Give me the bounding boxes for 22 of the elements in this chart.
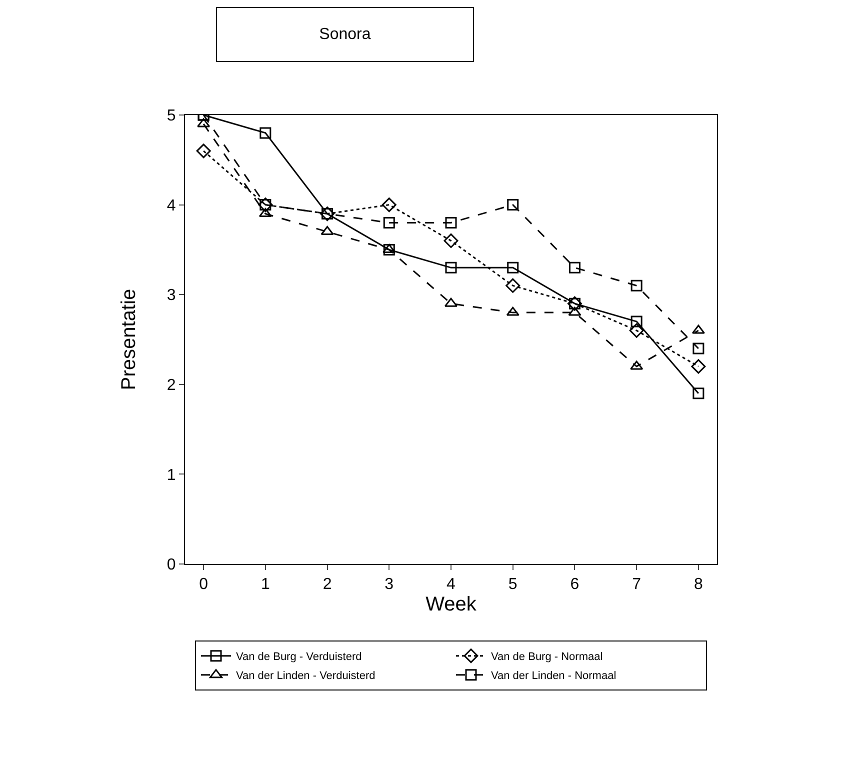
- x-axis-title: Week: [426, 594, 478, 616]
- y-tick-label: 1: [166, 466, 176, 484]
- y-tick-label: 2: [166, 377, 176, 394]
- x-tick-label: 3: [384, 576, 394, 594]
- legend-label: Van der Linden - Normaal: [491, 670, 616, 682]
- y-tick-label: 0: [166, 556, 176, 574]
- x-tick-label: 2: [322, 576, 332, 594]
- x-tick-label: 0: [199, 576, 208, 594]
- y-tick-label: 5: [166, 108, 176, 125]
- x-tick-label: 1: [260, 576, 270, 594]
- legend-label: Van de Burg - Normaal: [491, 651, 603, 664]
- x-tick-label: 6: [570, 576, 580, 594]
- y-tick-label: 4: [166, 197, 176, 214]
- y-tick-label: 3: [166, 287, 176, 304]
- x-tick-label: 7: [632, 576, 642, 594]
- y-axis-title: Presentatie: [118, 288, 140, 390]
- x-tick-label: 4: [446, 576, 456, 594]
- legend-label: Van der Linden - Verduisterd: [236, 670, 376, 682]
- x-tick-label: 5: [508, 576, 518, 594]
- chart-title: Sonora: [319, 26, 371, 43]
- x-tick-label: 8: [694, 576, 703, 594]
- legend-label: Van de Burg - Verduisterd: [236, 651, 362, 664]
